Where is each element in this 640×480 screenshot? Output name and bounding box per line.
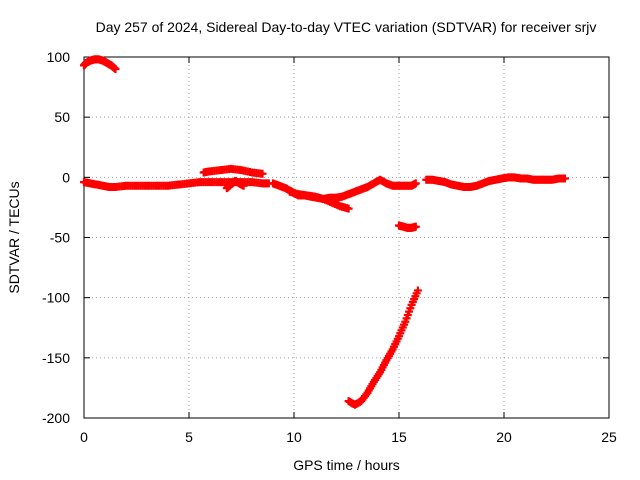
y-tick-label: -100 [42,290,70,306]
data-point [413,286,422,295]
data-point [258,169,267,178]
y-axis-title: SDTVAR / TECUs [6,181,22,293]
x-tick-label: 25 [601,429,617,445]
series-9 [422,173,569,191]
series-4 [222,176,248,193]
y-tick-label: 100 [47,49,71,65]
x-tick-label: 20 [496,429,512,445]
chart-title: Day 257 of 2024, Sidereal Day-to-day VTE… [96,19,597,35]
series-7 [395,221,420,232]
grid-lines [84,57,609,418]
x-axis-tick-labels: 0 5 10 15 20 25 [80,429,617,445]
y-tick-label: -150 [42,350,70,366]
series-3 [199,164,267,178]
axis-ticks [83,56,610,419]
y-tick-label: 0 [62,169,70,185]
data-points [80,55,569,409]
y-tick-label: 50 [54,109,70,125]
series-1 [80,55,120,74]
data-point [111,65,120,74]
series-8 [344,286,422,409]
data-point [411,222,420,231]
data-point [344,204,353,213]
data-point [239,181,248,190]
y-axis-tick-labels: -200 -150 -100 -50 0 50 100 [42,49,70,426]
plot-frame [83,56,610,419]
data-point [411,179,420,188]
x-tick-label: 10 [286,429,302,445]
x-tick-label: 0 [80,429,88,445]
y-tick-label: -50 [50,230,70,246]
x-axis-title: GPS time / hours [293,457,400,473]
data-point [560,174,569,183]
x-tick-label: 5 [185,429,193,445]
x-tick-label: 15 [391,429,407,445]
y-tick-label: -200 [42,410,70,426]
series-6 [285,187,353,213]
